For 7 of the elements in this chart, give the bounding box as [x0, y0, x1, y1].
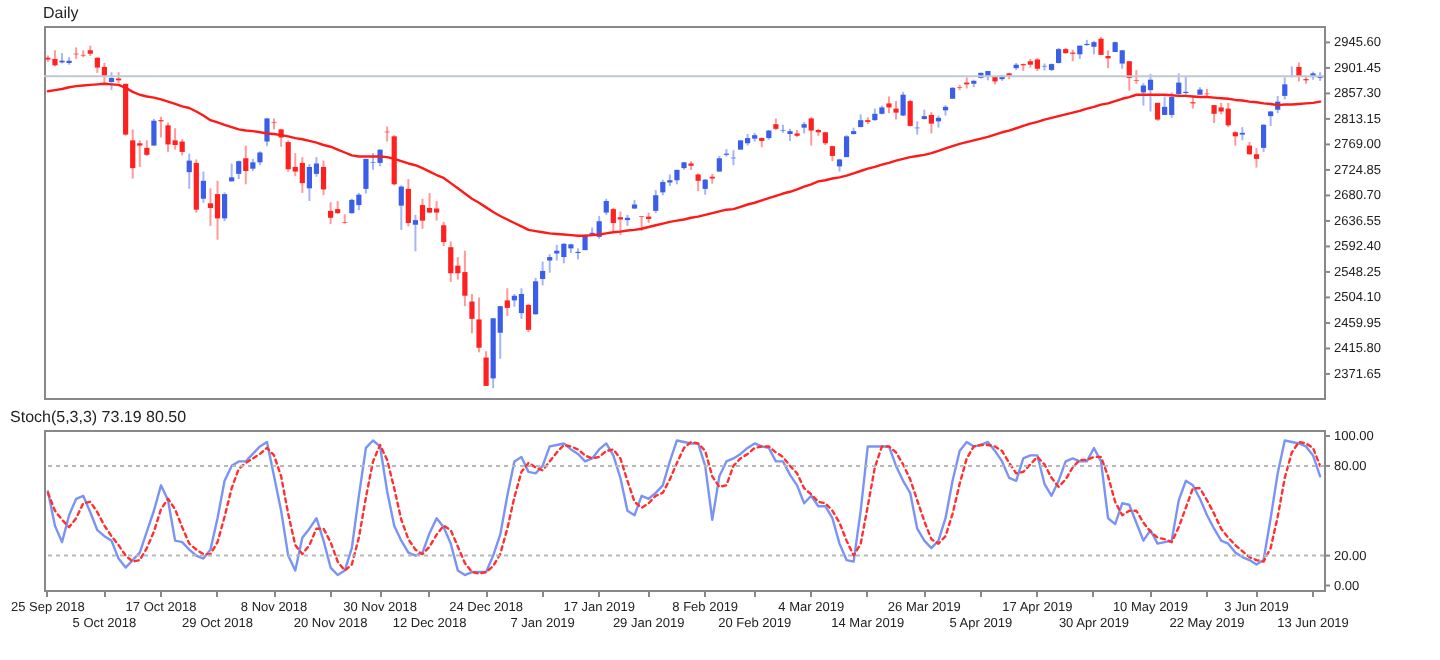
line-series: [46, 82, 1322, 237]
candlestick: [575, 247, 581, 261]
candlestick: [271, 117, 277, 131]
candlestick: [151, 118, 157, 147]
chart-title: Daily: [43, 4, 79, 22]
chart-title: Stoch(5,3,3) 73.19 80.50: [10, 407, 188, 426]
candlestick: [342, 213, 348, 225]
